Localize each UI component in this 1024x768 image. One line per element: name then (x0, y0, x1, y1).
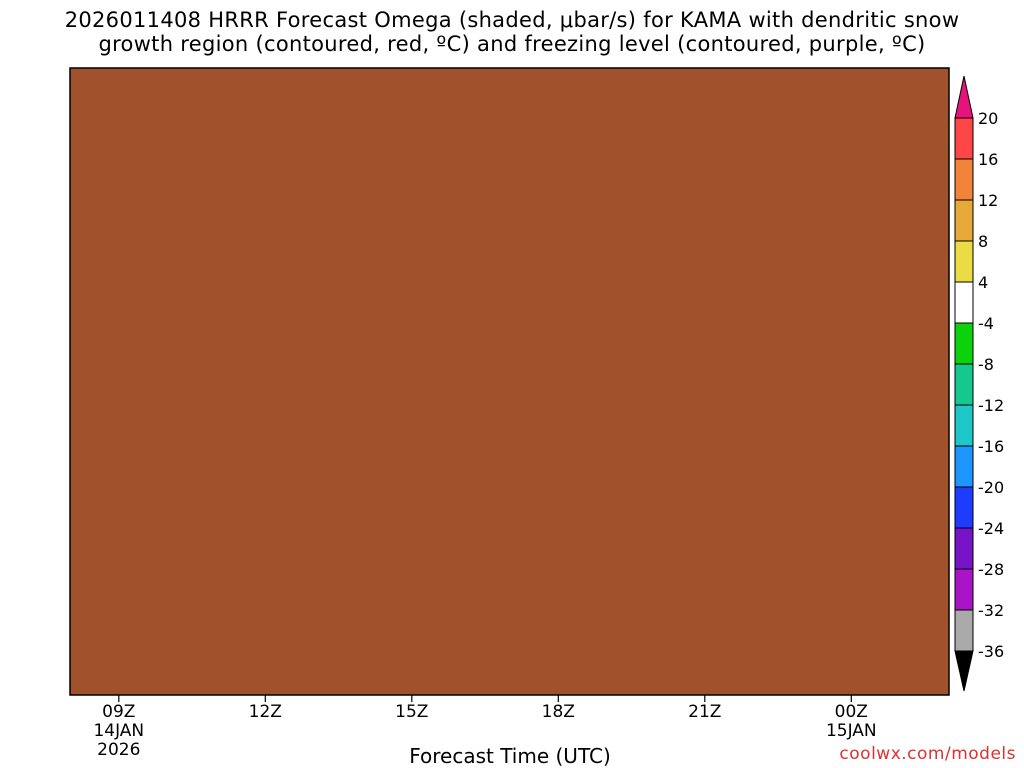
colorbar-bin-6 (954, 363, 974, 406)
x-tick-label-12Z: 12Z (249, 702, 282, 722)
colorbar-bin-0 (954, 117, 974, 160)
plot-frame (69, 67, 950, 696)
x-axis-title: Forecast Time (UTC) (409, 744, 611, 768)
x-tick-label-21Z: 21Z (688, 702, 721, 722)
x-date-label-00Z: 15JAN (826, 721, 877, 741)
colorbar-label-10: -24 (978, 519, 1004, 538)
colorbar-label-0: 20 (978, 109, 998, 128)
colorbar-label-4: 4 (978, 273, 988, 292)
colorbar-label-12: -32 (978, 601, 1004, 620)
colorbar-bin-11 (954, 568, 974, 611)
colorbar-label-3: 8 (978, 232, 988, 251)
colorbar-label-2: 12 (978, 191, 998, 210)
colorbar-bin-10 (954, 527, 974, 570)
x-tick-label-15Z: 15Z (395, 702, 428, 722)
colorbar-bin-4 (954, 281, 974, 324)
colorbar-bin-2 (954, 199, 974, 242)
colorbar-top-arrow (954, 75, 974, 119)
x-year-label-09Z: 2026 (97, 740, 140, 760)
x-date-label-09Z: 14JAN (93, 721, 144, 741)
ground-rect (70, 68, 949, 695)
x-tick-label-00Z: 00Z (835, 702, 868, 722)
ground-layer (70, 68, 949, 695)
credit-text: coolwx.com/models (839, 744, 1016, 764)
x-tick-label-18Z: 18Z (542, 702, 575, 722)
colorbar-label-11: -28 (978, 560, 1004, 579)
colorbar: 20 16 12 8 4 -4 -8 -12 -16 -20 -24 -28 -32 -36 (954, 75, 1004, 692)
colorbar-bin-5 (954, 322, 974, 365)
colorbar-label-9: -20 (978, 478, 1004, 497)
colorbar-bin-12 (954, 609, 974, 652)
colorbar-label-6: -8 (978, 355, 994, 374)
colorbar-bottom-arrow (954, 650, 974, 692)
colorbar-bin-3 (954, 240, 974, 283)
chart-title-line-1: 2026011408 HRRR Forecast Omega (shaded, … (64, 8, 960, 32)
colorbar-bin-8 (954, 445, 974, 488)
colorbar-label-13: -36 (978, 642, 1004, 661)
colorbar-label-7: -12 (978, 396, 1004, 415)
colorbar-bin-9 (954, 486, 974, 529)
colorbar-label-5: -4 (978, 314, 994, 333)
colorbar-bin-7 (954, 404, 974, 447)
colorbar-label-1: 16 (978, 150, 998, 169)
chart-title-line-2: growth region (contoured, red, ºC) and f… (98, 32, 926, 56)
colorbar-label-8: -16 (978, 437, 1004, 456)
colorbar-bin-1 (954, 158, 974, 201)
x-tick-label-09Z: 09Z (102, 702, 135, 722)
